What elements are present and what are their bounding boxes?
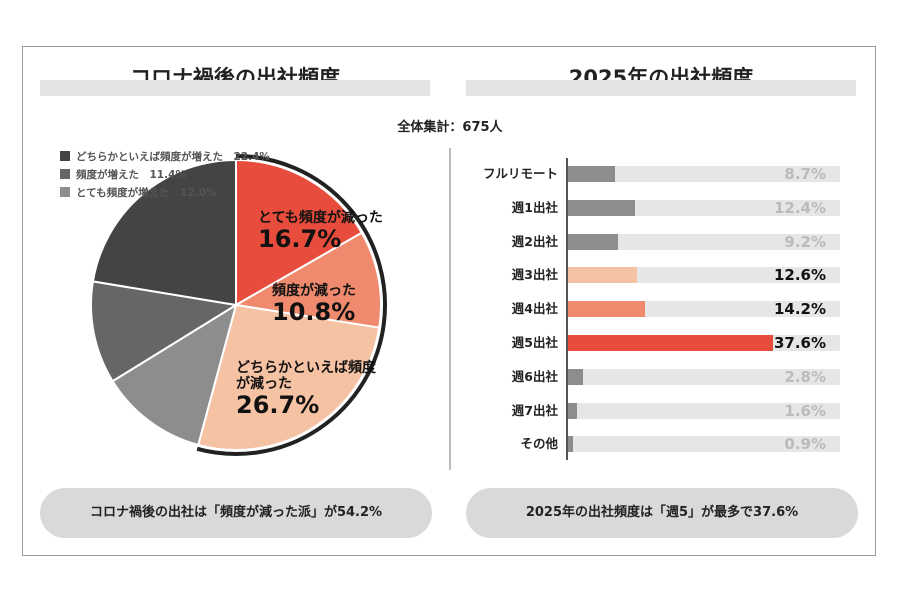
legend-swatch bbox=[60, 187, 70, 197]
pie-label-text: とても頻度が減った bbox=[258, 210, 383, 226]
right-summary-pill: 2025年の出社頻度は「週5」が最多で37.6% bbox=[466, 488, 858, 538]
pie-label-text: どちらかといえば頻度が減った bbox=[236, 360, 376, 393]
pie-label-somewhat-decreased: どちらかといえば頻度が減った 26.7% bbox=[236, 360, 376, 420]
bar-category-label: 週2出社 bbox=[511, 233, 558, 249]
pie-label-value: 26.7% bbox=[236, 391, 320, 420]
bar-category-label: その他 bbox=[520, 436, 558, 452]
bar-track bbox=[568, 335, 840, 351]
legend-label: とても頻度が増えた 12.0% bbox=[76, 187, 217, 199]
figure-frame bbox=[22, 46, 876, 556]
bar-track bbox=[568, 436, 840, 453]
bar-category-label: フルリモート bbox=[482, 166, 558, 181]
bar-chart-axis bbox=[566, 158, 568, 460]
bar bbox=[568, 267, 637, 284]
pie-label-value: 10.8% bbox=[272, 298, 356, 327]
left-title-underline bbox=[40, 80, 430, 96]
bar-value-label: 2.8% bbox=[784, 367, 826, 386]
left-summary-pill: コロナ禍後の出社は「頻度が減った派」が54.2% bbox=[40, 488, 432, 538]
legend-item-2: 頻度が増えた 11.4% bbox=[60, 168, 186, 182]
bar-value-label: 12.6% bbox=[773, 266, 826, 285]
legend-item-3: とても頻度が増えた 12.0% bbox=[60, 186, 217, 200]
bar-track bbox=[568, 368, 840, 385]
bar bbox=[568, 335, 773, 351]
pie-label-text: 頻度が減った bbox=[272, 283, 356, 299]
panel-divider bbox=[449, 148, 451, 470]
legend-swatch bbox=[60, 169, 70, 179]
bar-track bbox=[568, 301, 840, 318]
legend-label: 頻度が増えた 11.4% bbox=[76, 169, 186, 181]
bar-track bbox=[568, 402, 840, 419]
right-title-underline bbox=[466, 80, 856, 96]
bar bbox=[568, 233, 619, 250]
bar-category-label: 週6出社 bbox=[511, 368, 558, 384]
bar-category-label: 週4出社 bbox=[511, 301, 558, 317]
bar-value-label: 12.4% bbox=[773, 198, 826, 217]
pie-label-decreased: 頻度が減った 10.8% bbox=[272, 283, 356, 327]
bar-track bbox=[568, 233, 840, 250]
bar bbox=[568, 436, 573, 453]
pie-label-very-decreased: とても頻度が減った 16.7% bbox=[258, 210, 383, 254]
pie-label-value: 16.7% bbox=[258, 225, 342, 254]
bar-track bbox=[568, 199, 840, 216]
bar-track bbox=[568, 166, 840, 182]
bar-track bbox=[568, 267, 840, 284]
bar-value-label: 0.9% bbox=[784, 435, 826, 454]
bar-value-label: 8.7% bbox=[784, 165, 826, 183]
bar-category-label: 週5出社 bbox=[511, 335, 558, 350]
total-respondents: 全体集計：675人 bbox=[397, 120, 503, 135]
bar-value-label: 37.6% bbox=[773, 334, 826, 352]
bar-value-label: 1.6% bbox=[784, 401, 826, 420]
bar bbox=[568, 368, 584, 385]
legend-swatch bbox=[60, 151, 70, 161]
bar-value-label: 9.2% bbox=[784, 232, 826, 251]
bar bbox=[568, 402, 577, 419]
bar-category-label: 週3出社 bbox=[511, 267, 558, 283]
bar bbox=[568, 301, 646, 318]
legend-item-1: どちらかといえば頻度が増えた 22.4% bbox=[60, 150, 270, 164]
bar-category-label: 週7出社 bbox=[511, 402, 558, 418]
bar bbox=[568, 199, 636, 216]
bar bbox=[568, 166, 616, 182]
bar-value-label: 14.2% bbox=[773, 300, 826, 319]
legend-label: どちらかといえば頻度が増えた 22.4% bbox=[76, 151, 270, 163]
bar-category-label: 週1出社 bbox=[511, 199, 558, 215]
